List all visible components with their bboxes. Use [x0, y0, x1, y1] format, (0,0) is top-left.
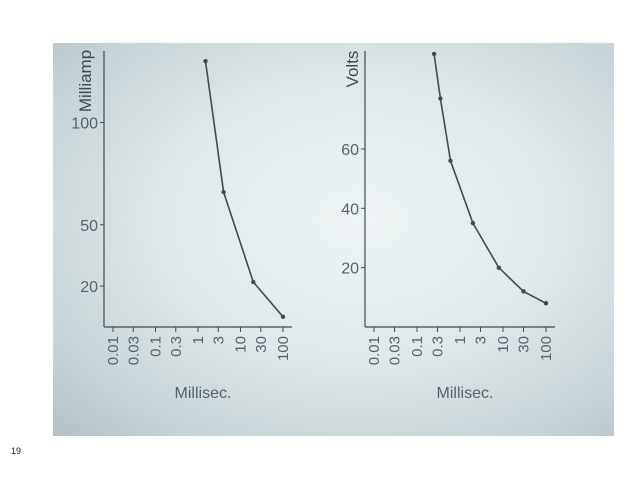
data-point — [431, 51, 437, 57]
series-line — [433, 53, 547, 305]
charts: 0.01 0.03 0.1 0.3 1 3 10 30 1002050100MilliampMi… — [71, 50, 555, 402]
x-axis-title: Millisec. — [437, 385, 494, 402]
x-tick-label: 1 — [190, 336, 207, 344]
x-tick-label: 0.3 — [430, 336, 447, 357]
data-point — [521, 289, 526, 294]
x-tick-label: 10 — [233, 336, 250, 353]
data-point — [438, 96, 443, 101]
x-tick-label: 0.03 — [387, 336, 404, 365]
data-point — [251, 279, 256, 285]
x-tick-label: 100 — [538, 336, 555, 361]
x-tick-label: 0.3 — [168, 336, 185, 357]
x-tick-label: 30 — [253, 336, 270, 353]
data-point — [543, 301, 549, 306]
x-tick-label: 30 — [516, 336, 533, 353]
data-point — [448, 158, 453, 164]
x-tick-label: 3 — [210, 336, 227, 344]
data-point — [280, 314, 286, 319]
y-tick-label: 50 — [80, 218, 98, 235]
scanned-figure: 0.01 0.03 0.1 0.3 1 3 10 30 100 20 50 100 Milliamp Mi… — [53, 43, 614, 436]
x-tick-label: 3 — [473, 336, 490, 344]
x-tick-label: 0.1 — [409, 336, 426, 357]
y-tick-label: 60 — [341, 142, 359, 159]
x-tick-label: 0.01 — [366, 336, 383, 365]
x-tick-label: 10 — [495, 336, 512, 353]
x-tick-label: 100 — [275, 336, 292, 361]
data-point — [203, 59, 208, 64]
x-tick-label: 0.01 — [105, 336, 122, 365]
data-point — [221, 189, 226, 195]
y-axis-title: Volts — [343, 51, 362, 88]
x-tick-label: 1 — [452, 336, 469, 344]
series-line — [204, 61, 284, 318]
x-tick-label: 0.1 — [148, 336, 165, 357]
x-tick-label: 0.03 — [125, 336, 142, 365]
y-tick-label: 20 — [341, 261, 359, 278]
y-tick-label: 40 — [341, 201, 359, 218]
y-tick-label: 20 — [80, 279, 98, 296]
y-axis-title: Milliamp — [76, 50, 95, 112]
page-number: 19 — [11, 446, 22, 456]
data-point — [496, 265, 502, 270]
data-point — [470, 220, 476, 226]
x-axis-title: Millisec. — [175, 385, 232, 402]
y-tick-label: 100 — [71, 116, 98, 133]
